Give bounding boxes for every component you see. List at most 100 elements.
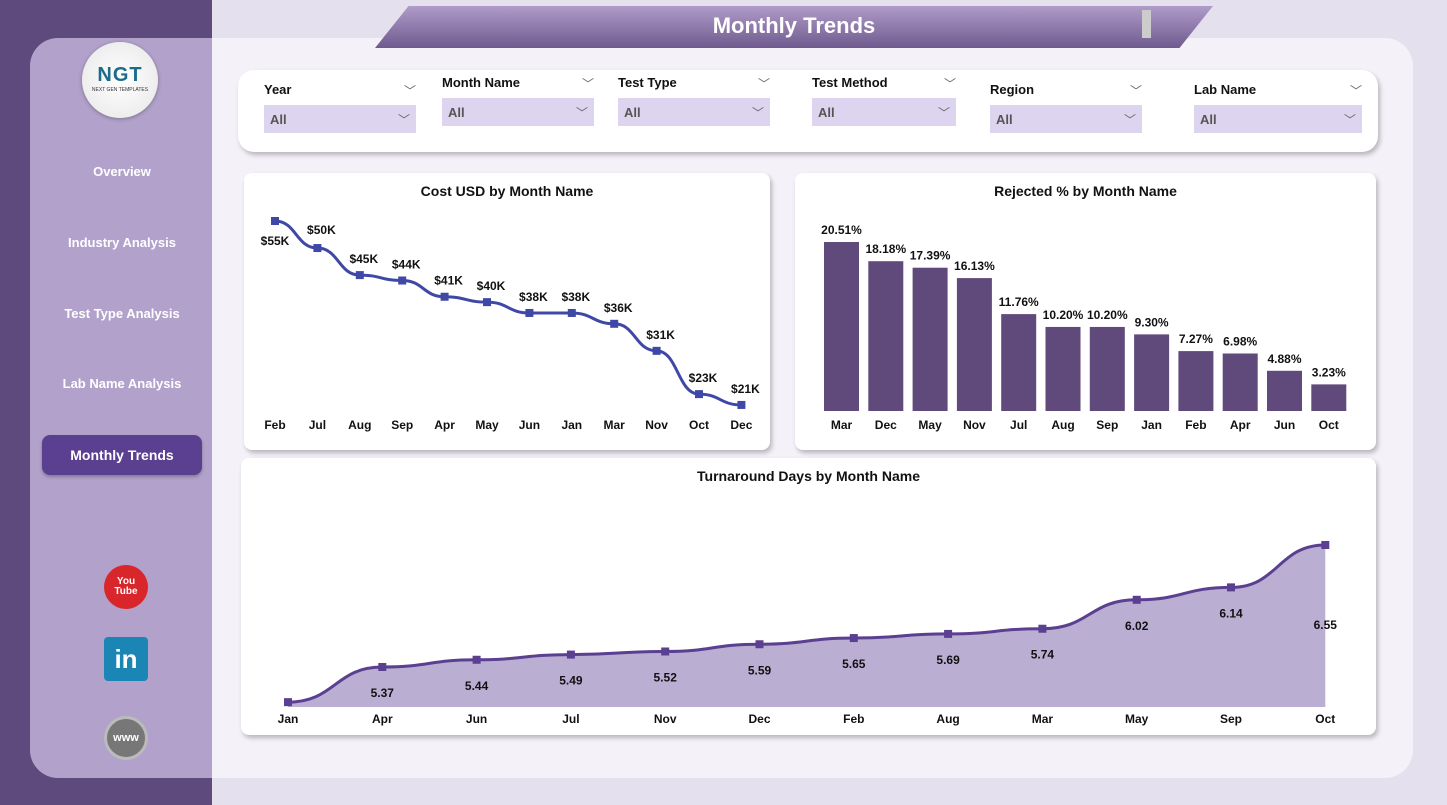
data-point xyxy=(661,647,670,656)
data-label: 5.49 xyxy=(559,674,583,688)
filter-select[interactable]: All ﹀ xyxy=(812,98,956,126)
chevron-down-icon[interactable]: ﹀ xyxy=(1349,84,1362,98)
cost-line-chart: $55K Feb $50K Jul $45K Aug $44K Sep $41K Apr $40K M… xyxy=(261,217,760,432)
x-tick-label: Apr xyxy=(1230,418,1251,432)
chevron-down-icon[interactable]: ﹀ xyxy=(403,84,416,98)
filter-select[interactable]: All ﹀ xyxy=(264,105,416,133)
data-label: 6.98% xyxy=(1223,334,1257,348)
cost-chart-card: Cost USD by Month Name $55K Feb $50K Jul $45… xyxy=(244,173,770,450)
data-label: $44K xyxy=(392,258,421,272)
chevron-down-icon[interactable]: ﹀ xyxy=(1129,84,1142,98)
nav-lab-name-analysis[interactable]: Lab Name Analysis xyxy=(62,375,182,391)
x-tick-label: Oct xyxy=(689,418,709,432)
data-point xyxy=(849,634,858,643)
bar xyxy=(956,278,992,411)
data-label: 9.30% xyxy=(1135,315,1169,329)
x-tick-label: Dec xyxy=(875,418,897,432)
chart-title: Turnaround Days by Month Name xyxy=(697,468,920,484)
turnaround-chart-card: Turnaround Days by Month Name Jan 5.37 Apr… xyxy=(241,458,1376,735)
data-label: $31K xyxy=(646,328,675,342)
data-label: 5.69 xyxy=(936,653,960,667)
x-tick-label: Mar xyxy=(1032,712,1054,726)
x-tick-label: Feb xyxy=(843,712,864,726)
data-label: $50K xyxy=(307,223,336,237)
youtube-icon[interactable]: You Tube xyxy=(104,565,148,609)
chevron-down-icon[interactable]: ﹀ xyxy=(943,77,956,91)
filter-label: Test Method xyxy=(812,75,888,90)
data-label: $40K xyxy=(477,279,506,293)
linkedin-icon[interactable]: in xyxy=(104,637,148,681)
x-tick-label: Feb xyxy=(264,418,285,432)
filter-select[interactable]: All ﹀ xyxy=(618,98,770,126)
data-point xyxy=(944,629,953,638)
data-label: 11.76% xyxy=(999,295,1039,309)
nav-test-type-analysis[interactable]: Test Type Analysis xyxy=(64,305,180,321)
filter-select[interactable]: All ﹀ xyxy=(1194,105,1362,133)
bar xyxy=(1001,314,1037,411)
filter-region[interactable]: Region ﹀ All ﹀ xyxy=(990,82,1142,133)
x-tick-label: Jan xyxy=(1141,418,1162,432)
data-point xyxy=(472,655,481,664)
filter-test-type[interactable]: Test Type ﹀ All ﹀ xyxy=(618,75,770,126)
filter-value: All xyxy=(270,111,287,127)
data-point xyxy=(1227,583,1235,592)
globe-icon[interactable]: www xyxy=(104,716,148,760)
filter-value: All xyxy=(624,104,641,120)
filter-select[interactable]: All ﹀ xyxy=(990,105,1142,133)
chevron-down-icon[interactable]: ﹀ xyxy=(757,77,770,91)
x-tick-label: Sep xyxy=(1096,418,1118,432)
data-point xyxy=(525,308,534,317)
data-label: $23K xyxy=(689,371,718,385)
data-label: 20.51% xyxy=(821,223,862,237)
filter-value: All xyxy=(996,111,1013,127)
chevron-down-icon[interactable]: ﹀ xyxy=(581,77,594,91)
data-point xyxy=(1132,595,1141,604)
rejected-chart-card: Rejected % by Month Name 20.51% Mar 18.18%… xyxy=(795,173,1376,450)
nav-monthly-trends[interactable]: Monthly Trends xyxy=(42,435,202,475)
data-label: 18.18% xyxy=(865,242,906,256)
x-tick-label: Jul xyxy=(562,712,579,726)
x-tick-label: Apr xyxy=(372,712,393,726)
data-label: 5.44 xyxy=(465,679,489,693)
data-point xyxy=(440,292,449,301)
data-label: $38K xyxy=(561,290,590,304)
bar xyxy=(1045,326,1081,411)
filter-month-name[interactable]: Month Name ﹀ All ﹀ xyxy=(442,75,594,126)
data-label: $41K xyxy=(434,274,463,288)
filter-year[interactable]: Year ﹀ All ﹀ xyxy=(264,82,416,133)
nav-industry-analysis[interactable]: Industry Analysis xyxy=(68,234,176,250)
chart-title: Rejected % by Month Name xyxy=(994,183,1177,199)
filter-select[interactable]: All ﹀ xyxy=(442,98,594,126)
banner-marker xyxy=(1142,10,1151,38)
x-tick-label: Jan xyxy=(561,418,582,432)
data-point xyxy=(567,308,576,317)
filter-value: All xyxy=(1200,111,1217,127)
data-point xyxy=(1321,540,1330,549)
filter-label: Year xyxy=(264,82,292,97)
data-point xyxy=(271,217,279,225)
data-label: 3.23% xyxy=(1312,365,1346,379)
x-tick-label: Oct xyxy=(1319,418,1339,432)
x-tick-label: Sep xyxy=(391,418,413,432)
area-fill xyxy=(288,544,1326,707)
nav-overview[interactable]: Overview xyxy=(93,163,151,179)
data-point xyxy=(610,319,619,328)
filter-test-method[interactable]: Test Method ﹀ All ﹀ xyxy=(812,75,956,126)
x-tick-label: Dec xyxy=(730,418,752,432)
data-label: 16.13% xyxy=(954,259,995,273)
data-label: 5.59 xyxy=(748,663,772,677)
data-label: 17.39% xyxy=(910,249,951,263)
bar xyxy=(912,267,948,411)
x-tick-label: Mar xyxy=(831,418,853,432)
data-label: 5.37 xyxy=(371,686,395,700)
data-point xyxy=(695,390,703,399)
page-title: Monthly Trends xyxy=(375,6,1213,48)
data-label: 6.02 xyxy=(1125,619,1149,633)
data-label: 6.14 xyxy=(1219,606,1243,620)
x-tick-label: Oct xyxy=(1315,712,1335,726)
chart-title: Cost USD by Month Name xyxy=(420,183,594,199)
chevron-down-icon: ﹀ xyxy=(1343,112,1356,127)
filter-lab-name[interactable]: Lab Name ﹀ All ﹀ xyxy=(1194,82,1362,133)
data-point xyxy=(652,346,661,355)
data-point xyxy=(355,271,364,280)
